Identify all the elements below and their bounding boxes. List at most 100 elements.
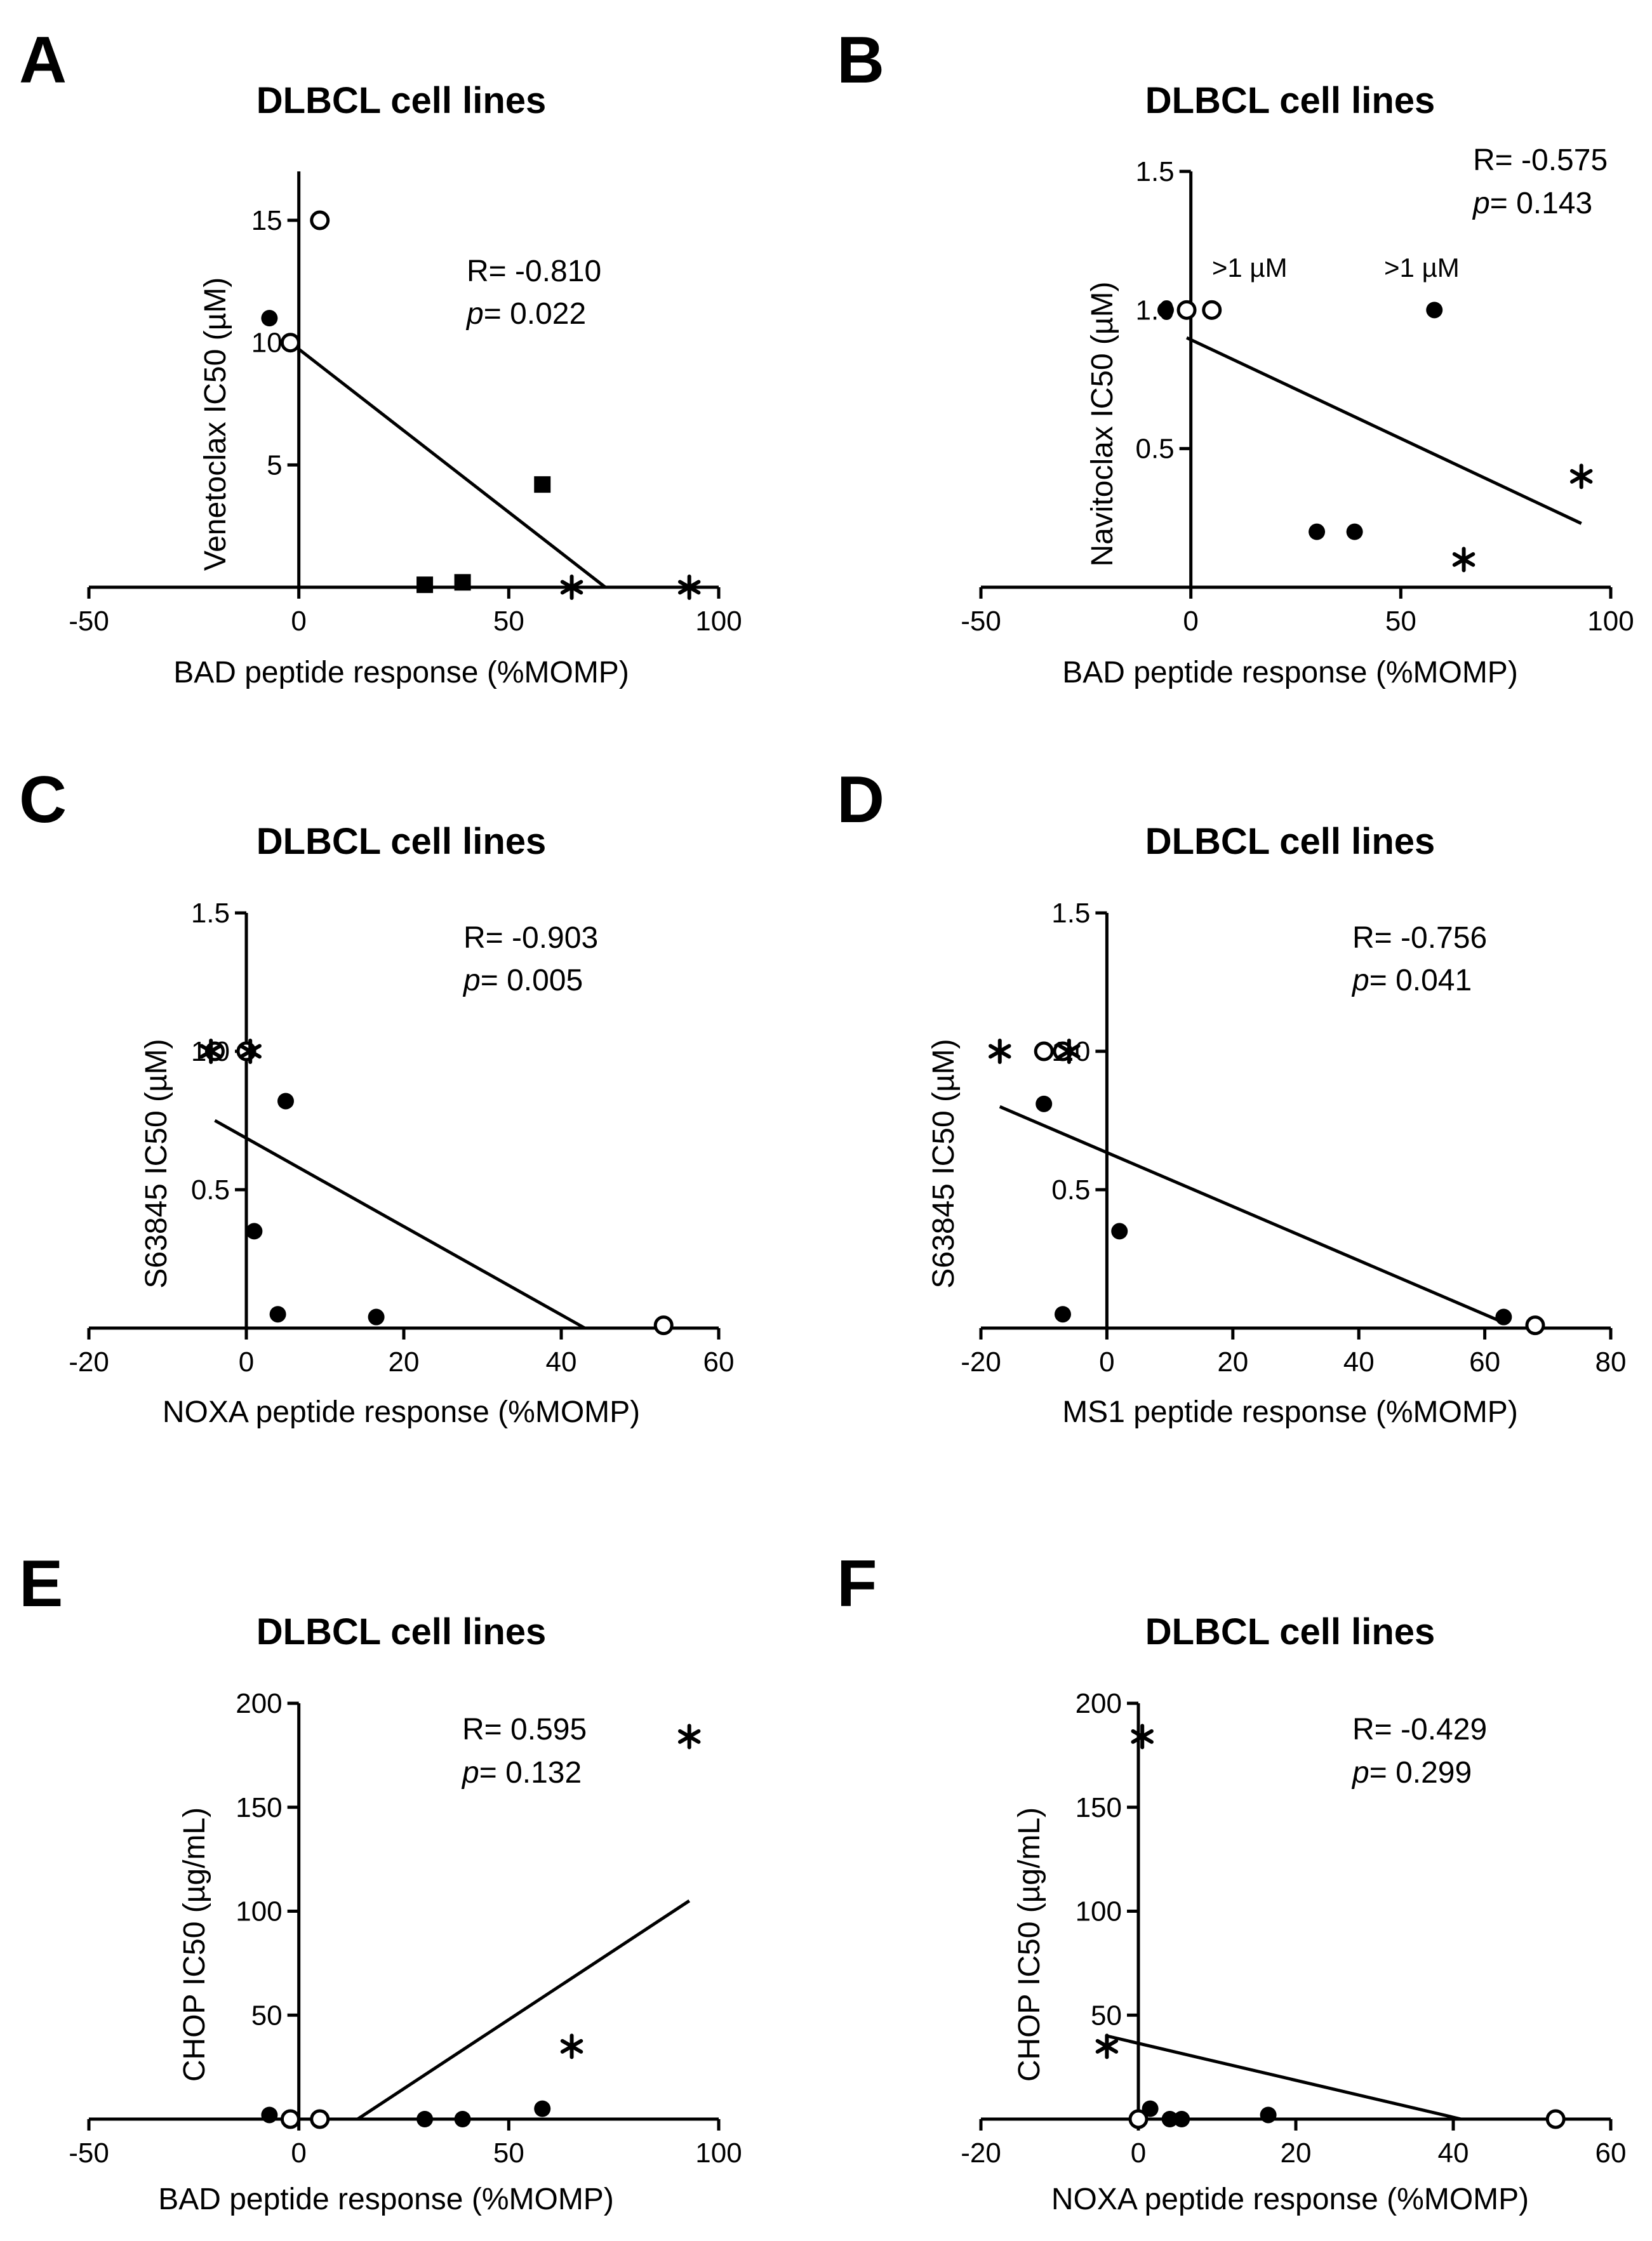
regression-line bbox=[289, 341, 606, 589]
data-point-filled-square bbox=[534, 476, 551, 493]
data-point-filled-circle bbox=[534, 2100, 551, 2117]
x-tick-label: -50 bbox=[961, 606, 1001, 637]
y-tick-label: 0.5 bbox=[1135, 434, 1174, 465]
asterisk-stroke bbox=[1131, 1729, 1154, 1744]
stat-r: R= 0.595 bbox=[462, 1713, 587, 1746]
x-tick-label: 0 bbox=[1099, 1347, 1114, 1378]
panel-a: A DLBCL cell lines -50 0 50 100 5 10 15 BAD pe… bbox=[19, 23, 742, 689]
data-point-open-circle bbox=[280, 333, 300, 353]
regression-line bbox=[356, 1899, 691, 2121]
data-point-asterisk bbox=[1569, 463, 1593, 489]
data-point-filled-circle bbox=[1111, 1223, 1128, 1240]
data-point-filled-circle bbox=[261, 310, 278, 327]
asterisk-stroke bbox=[677, 1729, 701, 1744]
stat-p-value: = 0.299 bbox=[1369, 1756, 1472, 1790]
data-point-filled-circle bbox=[269, 1306, 286, 1323]
y-tick-label: 0.5 bbox=[191, 1174, 230, 1206]
panel-title: DLBCL cell lines bbox=[256, 80, 547, 121]
y-tick-label: 150 bbox=[236, 1792, 282, 1823]
stat-p-label: p bbox=[462, 964, 481, 997]
x-tick-label: 0 bbox=[291, 606, 306, 637]
y-axis-label: CHOP IC50 (µg/mL) bbox=[1013, 1807, 1046, 2082]
data-point-filled-circle bbox=[1173, 2111, 1190, 2127]
stat-p-value: = 0.022 bbox=[484, 297, 586, 331]
stat-p: p= 0.299 bbox=[1351, 1756, 1472, 1790]
y-axis-label: S63845 IC50 (µM) bbox=[927, 1039, 961, 1288]
data-point-asterisk bbox=[1095, 2033, 1119, 2059]
data-point-filled-circle bbox=[261, 2106, 278, 2124]
y-axis-label: Navitoclax IC50 (µM) bbox=[1086, 281, 1119, 566]
data-point-open-circle bbox=[310, 210, 330, 230]
data-point-filled-circle bbox=[1309, 523, 1326, 540]
x-tick-label: 60 bbox=[1469, 1347, 1500, 1378]
x-axis-label: MS1 peptide response (%MOMP) bbox=[1062, 1395, 1518, 1429]
data-point-filled-circle bbox=[1157, 302, 1174, 319]
panel-title: DLBCL cell lines bbox=[256, 1611, 547, 1652]
asterisk-stroke bbox=[1452, 552, 1475, 567]
stat-p: p= 0.041 bbox=[1351, 964, 1472, 997]
x-tick-label: 0 bbox=[1131, 2138, 1146, 2169]
asterisk-stroke bbox=[1058, 1044, 1081, 1059]
data-point-filled-circle bbox=[1142, 2100, 1159, 2117]
asterisk-stroke bbox=[560, 2038, 583, 2054]
asterisk-stroke bbox=[989, 1044, 1011, 1059]
data-point-filled-circle bbox=[1036, 1095, 1053, 1112]
y-axis-label: S63845 IC50 (µM) bbox=[140, 1039, 173, 1288]
asterisk-stroke bbox=[1095, 2038, 1119, 2054]
data-point-open-circle bbox=[1545, 2109, 1566, 2129]
stat-r: R= -0.903 bbox=[463, 921, 598, 955]
x-tick-label: 50 bbox=[1385, 606, 1416, 637]
data-marks bbox=[199, 1039, 674, 1336]
stat-r: R= -0.810 bbox=[467, 255, 601, 288]
data-point-open-circle bbox=[1525, 1315, 1545, 1336]
data-point-asterisk bbox=[1058, 1039, 1081, 1064]
panel-d: D DLBCL cell lines -200204060800.51.01.5… bbox=[837, 763, 1626, 1429]
panel-f: F DLBCL cell lines -20 0 20 40 60 50 100 150 200… bbox=[837, 1547, 1626, 2216]
x-tick-label: 60 bbox=[1595, 2138, 1627, 2169]
y-tick-label: 5 bbox=[267, 449, 282, 481]
data-point-filled-circle bbox=[368, 1308, 385, 1326]
stat-r: R= -0.429 bbox=[1352, 1713, 1487, 1746]
x-tick-label: -50 bbox=[69, 606, 109, 637]
panel-letter: E bbox=[19, 1547, 63, 1621]
asterisk-stroke bbox=[239, 1044, 262, 1059]
stat-p-label: p bbox=[1351, 964, 1369, 997]
y-tick-label: 1.5 bbox=[1135, 156, 1174, 187]
data-point-asterisk bbox=[560, 575, 583, 600]
panel-letter: D bbox=[837, 763, 884, 837]
y-tick-label: 0.5 bbox=[1051, 1174, 1090, 1206]
stat-p-label: p bbox=[465, 297, 484, 331]
y-tick-label: 50 bbox=[251, 2000, 283, 2031]
x-tick-label: 40 bbox=[1438, 2138, 1469, 2169]
x-tick-label: -50 bbox=[69, 2138, 109, 2169]
stat-p-label: p bbox=[1472, 187, 1490, 220]
x-tick-label: -20 bbox=[961, 2138, 1001, 2169]
data-marks bbox=[1095, 1724, 1566, 2129]
x-tick-label: -20 bbox=[961, 1347, 1001, 1378]
data-point-open-circle bbox=[1128, 2109, 1149, 2129]
x-tick-label: 100 bbox=[695, 606, 742, 637]
x-tick-label: 50 bbox=[493, 2138, 524, 2169]
data-point-filled-circle bbox=[1426, 302, 1443, 319]
data-point-filled-circle bbox=[277, 1093, 294, 1110]
data-marks bbox=[261, 1724, 701, 2129]
data-point-asterisk bbox=[1452, 547, 1475, 573]
data-point-open-circle bbox=[1202, 300, 1222, 320]
point-annotation: >1 µM bbox=[1212, 253, 1288, 283]
point-annotation: >1 µM bbox=[1384, 253, 1460, 283]
x-tick-label: 0 bbox=[1183, 606, 1198, 637]
panel-letter: C bbox=[19, 763, 67, 837]
data-marks: >1 µM >1 µM bbox=[1157, 253, 1593, 573]
regression-line bbox=[214, 1119, 586, 1330]
x-axis-label: BAD peptide response (%MOMP) bbox=[158, 2183, 614, 2216]
x-tick-label: 20 bbox=[389, 1347, 420, 1378]
axes: -50 0 50 100 5 10 15 bbox=[69, 171, 742, 637]
x-tick-label: 100 bbox=[695, 2138, 742, 2169]
y-tick-label: 50 bbox=[1091, 2000, 1122, 2031]
y-axis-label: CHOP IC50 (µg/mL) bbox=[178, 1807, 211, 2082]
y-tick-label: 1.5 bbox=[191, 898, 230, 929]
asterisk-stroke bbox=[677, 580, 701, 595]
data-marks bbox=[261, 210, 701, 600]
panel-letter: A bbox=[19, 23, 67, 97]
